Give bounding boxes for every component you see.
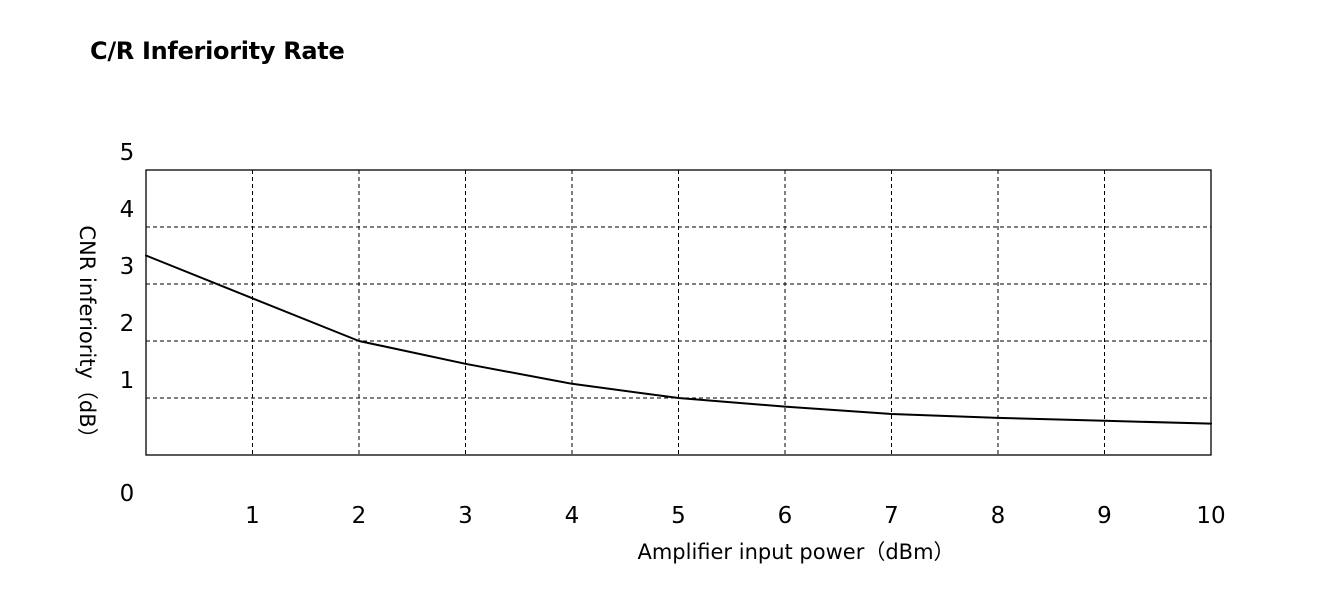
y-tick-label: 5 <box>120 140 135 166</box>
x-tick-label: 3 <box>458 503 473 529</box>
x-tick-label: 2 <box>352 503 367 529</box>
x-tick-label: 9 <box>1097 503 1112 529</box>
x-axis-title: Amplifier input power（dBm） <box>637 540 954 564</box>
y-axis-title: CNR inferiority（dB） <box>75 225 99 448</box>
x-tick-label: 4 <box>565 503 580 529</box>
y-tick-label: 2 <box>120 311 135 337</box>
x-tick-label: 8 <box>991 503 1006 529</box>
y-tick-label: 0 <box>120 481 135 507</box>
x-tick-label: 10 <box>1196 503 1225 529</box>
series-lines <box>145 254 1212 425</box>
x-tick-label: 5 <box>671 503 686 529</box>
chart-title: C/R Inferiority Rate <box>90 37 345 65</box>
x-tick-label: 7 <box>884 503 899 529</box>
plot-frame <box>145 169 1212 456</box>
series-line <box>145 254 1212 425</box>
grid-lines <box>146 170 1211 455</box>
y-tick-labels: 0 1 2 3 4 5 <box>120 140 135 507</box>
x-tick-labels: 1 2 3 4 5 6 7 8 9 10 <box>245 503 1225 529</box>
x-tick-label: 1 <box>245 503 260 529</box>
y-tick-label: 3 <box>120 254 135 280</box>
y-tick-label: 1 <box>120 368 135 394</box>
x-tick-label: 6 <box>778 503 793 529</box>
y-tick-label: 4 <box>120 197 135 223</box>
